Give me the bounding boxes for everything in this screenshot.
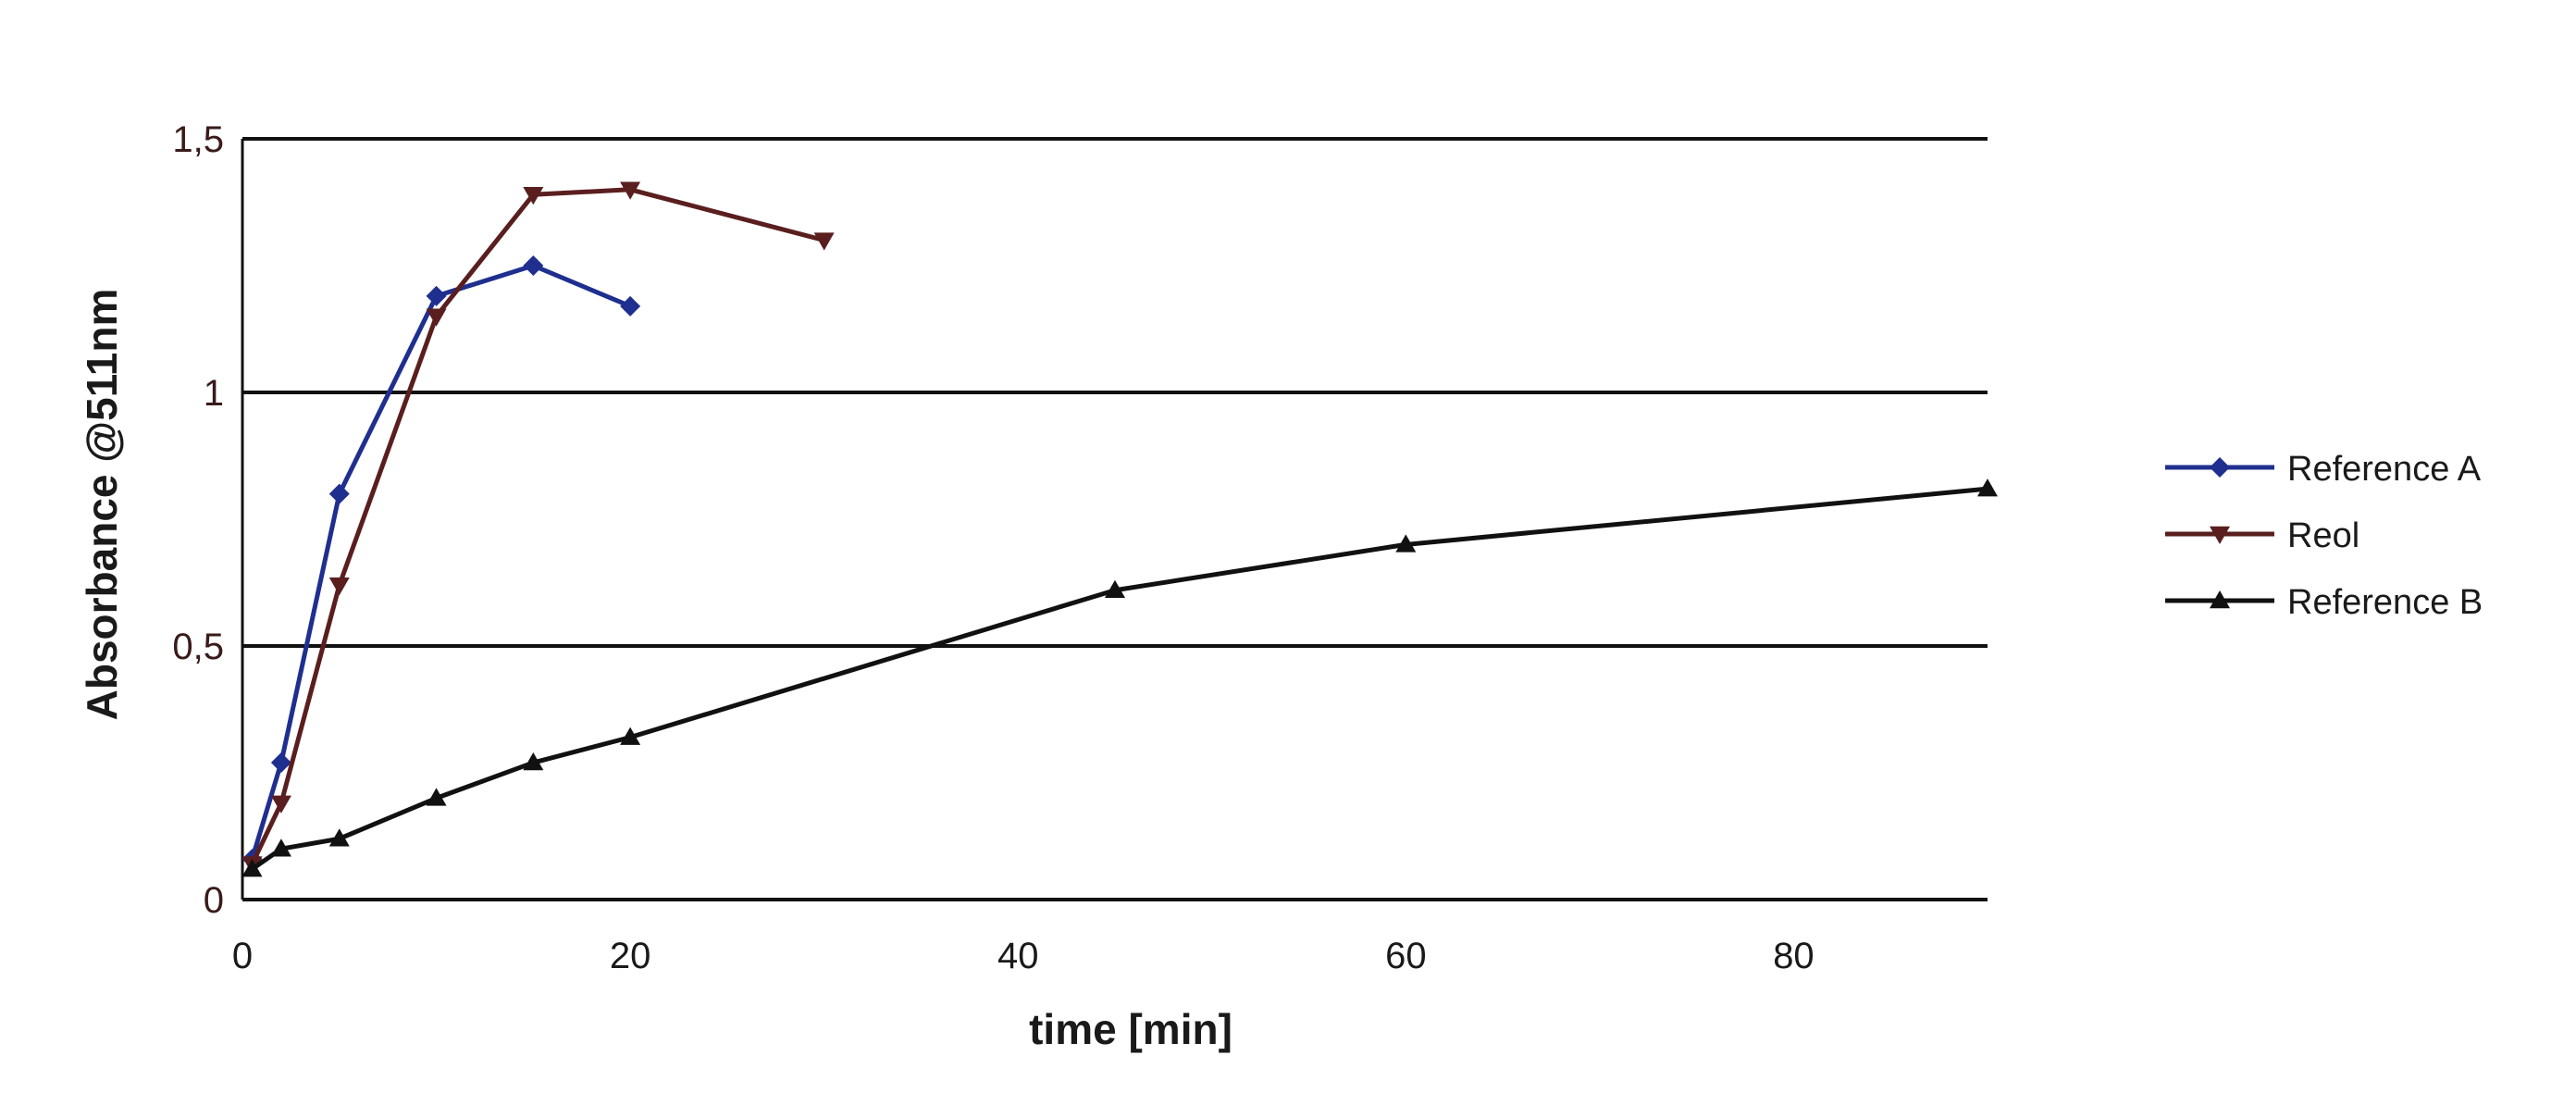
data-point xyxy=(328,828,350,847)
legend-label: Reference B xyxy=(2287,583,2483,622)
data-point xyxy=(328,577,350,596)
data-point xyxy=(270,838,291,857)
data-point xyxy=(620,295,641,317)
data-point xyxy=(270,795,291,814)
series-reference-a xyxy=(242,255,641,870)
gridlines xyxy=(242,137,1988,901)
axes: 0 0,5 1 1,5 0 20 40 60 80 xyxy=(172,119,1814,976)
legend-entry: Reol xyxy=(2165,516,2359,555)
data-point xyxy=(270,752,291,774)
data-point xyxy=(1395,534,1417,553)
data-point xyxy=(426,788,447,806)
legend-entry: Reference B xyxy=(2165,583,2483,622)
series-line xyxy=(250,263,632,860)
y-tick-label: 1 xyxy=(204,373,224,414)
data-point xyxy=(2210,457,2230,478)
x-tick-label: 40 xyxy=(997,936,1039,976)
data-point xyxy=(426,285,447,306)
data-point xyxy=(813,232,835,251)
y-axis-title: Absorbance @511nm xyxy=(78,289,126,721)
series-line xyxy=(251,486,1988,872)
data-point xyxy=(523,255,544,276)
x-tick-label: 20 xyxy=(610,936,651,976)
x-tick-label: 60 xyxy=(1385,936,1427,976)
legend-label: Reference A xyxy=(2287,450,2482,489)
data-point xyxy=(426,308,447,327)
data-point xyxy=(620,181,641,200)
legend-label: Reol xyxy=(2287,516,2359,555)
data-point xyxy=(523,752,544,771)
data-point xyxy=(1977,478,1998,497)
y-tick-label: 0 xyxy=(204,880,224,921)
data-point xyxy=(1105,579,1125,598)
data-point xyxy=(2210,590,2230,609)
data-point xyxy=(2210,526,2230,544)
legend-entry: Reference A xyxy=(2165,450,2482,489)
x-tick-label: 0 xyxy=(232,936,253,976)
x-axis-title: time [min] xyxy=(1029,1005,1232,1053)
data-point xyxy=(620,727,641,745)
series-reference-b xyxy=(242,478,1998,877)
series-reol xyxy=(242,181,835,875)
data-point xyxy=(242,859,263,877)
y-tick-label: 0,5 xyxy=(172,627,224,667)
data-point xyxy=(328,483,350,504)
data-point xyxy=(523,187,544,205)
series-group xyxy=(242,181,1998,877)
y-tick-label: 1,5 xyxy=(172,119,224,160)
legend: Reference A Reol Reference B xyxy=(2165,450,2483,622)
x-tick-label: 80 xyxy=(1773,936,1814,976)
